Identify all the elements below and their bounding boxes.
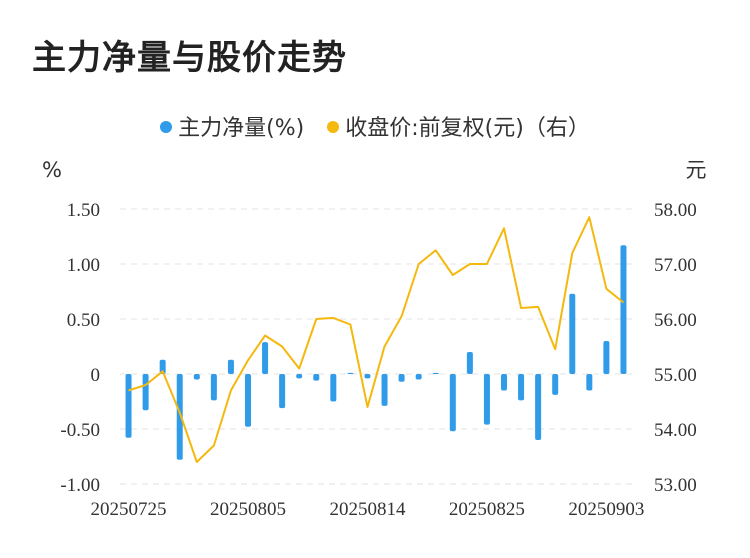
left-tick-label: 0.50	[67, 310, 100, 331]
right-tick-label: 56.00	[654, 310, 697, 331]
net-flow-bar[interactable]	[262, 342, 269, 374]
x-tick-label: 20250814	[329, 499, 406, 520]
legend-label-net-flow: 主力净量(%)	[178, 116, 305, 141]
net-flow-bar[interactable]	[552, 374, 559, 395]
right-tick-label: 55.00	[654, 365, 697, 386]
net-flow-bar[interactable]	[620, 245, 627, 374]
left-tick-label: -0.50	[60, 420, 100, 441]
net-flow-bar[interactable]	[535, 374, 542, 440]
net-flow-bar[interactable]	[210, 374, 217, 401]
net-flow-bar[interactable]	[279, 374, 286, 409]
net-flow-bar[interactable]	[449, 374, 456, 432]
close-price-line	[128, 216, 625, 463]
net-flow-bar[interactable]	[330, 374, 337, 402]
legend-dot-close-price	[327, 121, 340, 133]
left-axis-unit: %	[42, 158, 62, 182]
net-flow-bar[interactable]	[347, 372, 354, 374]
net-flow-bar[interactable]	[569, 293, 576, 374]
chart-title: 主力净量与股价走势	[32, 38, 347, 78]
legend: 主力净量(%) 收盘价:前复权(元)（右）	[0, 110, 750, 142]
left-tick-label: 1.00	[67, 255, 100, 276]
net-flow-bar[interactable]	[364, 374, 371, 379]
net-flow-bar[interactable]	[142, 374, 149, 411]
legend-item-close-price[interactable]: 收盘价:前复权(元)（右）	[327, 110, 590, 142]
net-flow-bar[interactable]	[125, 374, 132, 438]
x-tick-label: 20250903	[568, 499, 644, 520]
x-tick-label: 20250725	[91, 499, 167, 520]
net-flow-bar[interactable]	[193, 374, 200, 380]
net-flow-bar[interactable]	[245, 374, 251, 427]
net-flow-bar[interactable]	[313, 374, 320, 381]
net-flow-bar[interactable]	[586, 374, 593, 391]
net-flow-bar[interactable]	[159, 359, 166, 374]
left-tick-label: 1.50	[67, 200, 100, 221]
net-flow-bar[interactable]	[432, 372, 439, 374]
net-flow-bar[interactable]	[398, 374, 405, 382]
net-flow-bar[interactable]	[227, 359, 234, 374]
legend-dot-net-flow	[160, 121, 173, 133]
legend-item-net-flow[interactable]: 主力净量(%)	[160, 110, 304, 142]
net-flow-bar[interactable]	[603, 341, 610, 374]
left-tick-label: -1.00	[60, 475, 100, 496]
net-flow-bar[interactable]	[518, 374, 525, 401]
x-tick-label: 20250805	[210, 499, 286, 520]
legend-label-close-price: 收盘价:前复权(元)（右）	[345, 116, 590, 141]
left-tick-label: 0	[91, 365, 101, 386]
x-tick-label: 20250825	[449, 499, 525, 520]
net-flow-bar[interactable]	[296, 374, 303, 379]
net-flow-bar[interactable]	[415, 374, 422, 380]
net-flow-bar[interactable]	[483, 374, 490, 425]
net-flow-bar[interactable]	[176, 374, 183, 460]
right-tick-label: 54.00	[654, 420, 697, 441]
net-flow-bar[interactable]	[466, 352, 473, 374]
right-tick-label: 53.00	[654, 475, 697, 496]
right-tick-label: 57.00	[654, 255, 697, 276]
net-flow-bar[interactable]	[501, 374, 507, 391]
right-axis-unit: 元	[686, 158, 707, 182]
net-flow-bar[interactable]	[381, 374, 388, 406]
right-tick-label: 58.00	[654, 200, 697, 221]
